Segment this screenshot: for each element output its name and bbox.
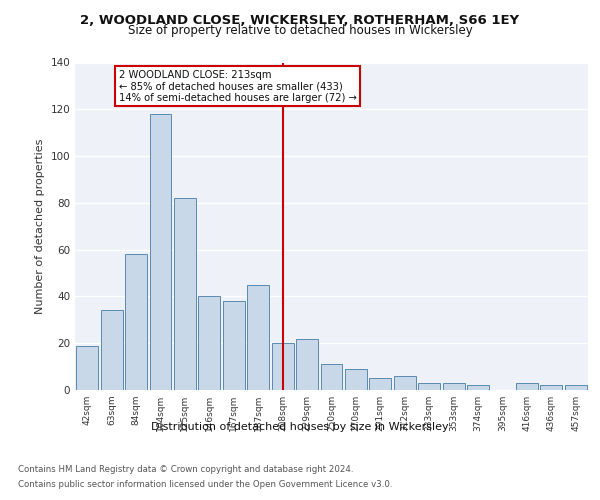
Bar [370, 378, 391, 390]
Bar [223, 301, 245, 390]
Bar [101, 310, 122, 390]
Text: 2, WOODLAND CLOSE, WICKERSLEY, ROTHERHAM, S66 1EY: 2, WOODLAND CLOSE, WICKERSLEY, ROTHERHAM… [80, 14, 520, 27]
Bar [467, 386, 489, 390]
Bar [565, 386, 587, 390]
Text: Size of property relative to detached houses in Wickersley: Size of property relative to detached ho… [128, 24, 472, 37]
Bar [174, 198, 196, 390]
Bar [443, 383, 464, 390]
Text: Distribution of detached houses by size in Wickersley: Distribution of detached houses by size … [151, 422, 449, 432]
Text: 2 WOODLAND CLOSE: 213sqm
← 85% of detached houses are smaller (433)
14% of semi-: 2 WOODLAND CLOSE: 213sqm ← 85% of detach… [119, 70, 357, 102]
Bar [272, 343, 293, 390]
Bar [199, 296, 220, 390]
Bar [76, 346, 98, 390]
Bar [345, 369, 367, 390]
Bar [516, 383, 538, 390]
Bar [296, 338, 318, 390]
Text: Contains HM Land Registry data © Crown copyright and database right 2024.: Contains HM Land Registry data © Crown c… [18, 465, 353, 474]
Bar [320, 364, 343, 390]
Bar [394, 376, 416, 390]
Bar [541, 386, 562, 390]
Y-axis label: Number of detached properties: Number of detached properties [35, 138, 45, 314]
Bar [247, 284, 269, 390]
Bar [418, 383, 440, 390]
Text: Contains public sector information licensed under the Open Government Licence v3: Contains public sector information licen… [18, 480, 392, 489]
Bar [149, 114, 172, 390]
Bar [125, 254, 147, 390]
